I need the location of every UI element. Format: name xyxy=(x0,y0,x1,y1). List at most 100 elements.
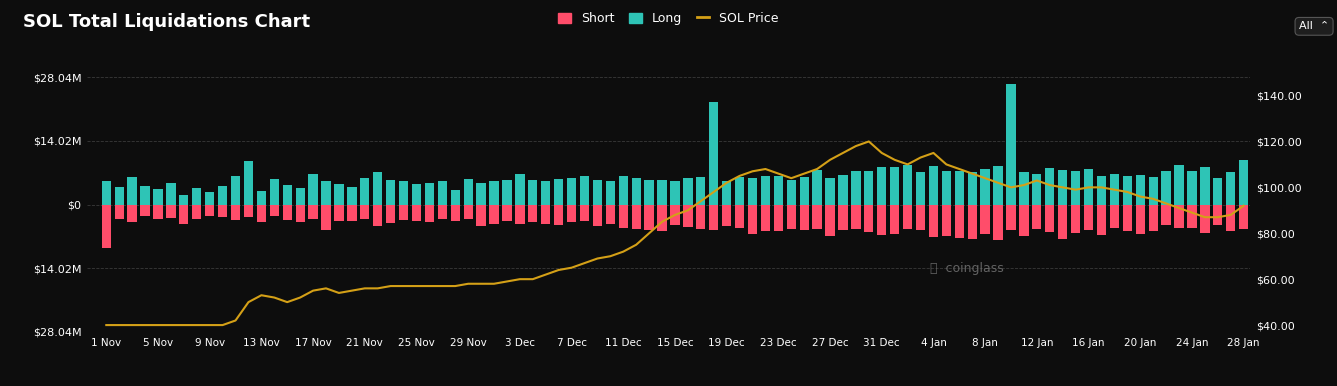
Bar xyxy=(1058,170,1067,205)
Bar xyxy=(825,178,834,205)
Bar xyxy=(1148,205,1158,231)
Bar xyxy=(800,177,809,205)
Bar xyxy=(515,174,524,205)
Bar xyxy=(670,205,679,225)
Bar xyxy=(360,178,369,205)
Bar xyxy=(282,185,291,205)
Bar xyxy=(838,175,848,205)
Bar xyxy=(334,184,344,205)
Bar xyxy=(115,187,124,205)
Bar xyxy=(1174,165,1183,205)
Bar xyxy=(295,188,305,205)
Bar xyxy=(282,205,291,220)
Bar xyxy=(348,205,357,222)
Bar xyxy=(592,180,602,205)
Bar xyxy=(1058,205,1067,239)
Bar xyxy=(697,205,706,229)
Bar xyxy=(902,205,912,229)
Bar xyxy=(1019,205,1028,236)
Bar xyxy=(309,174,318,205)
Bar xyxy=(786,179,796,205)
Bar xyxy=(218,205,227,217)
Bar xyxy=(592,205,602,226)
Bar xyxy=(683,178,693,205)
Bar xyxy=(993,166,1003,205)
Bar xyxy=(980,169,989,205)
Bar xyxy=(231,176,241,205)
Bar xyxy=(140,186,150,205)
Bar xyxy=(761,176,770,205)
Bar xyxy=(193,205,202,218)
Bar xyxy=(774,176,783,205)
Bar xyxy=(1096,205,1106,235)
Bar xyxy=(205,205,214,216)
Bar xyxy=(451,205,460,221)
Bar xyxy=(1019,172,1028,205)
Bar xyxy=(955,205,964,238)
Bar xyxy=(398,181,408,205)
Bar xyxy=(968,172,977,205)
Bar xyxy=(373,172,382,205)
Bar xyxy=(1032,205,1042,229)
Bar xyxy=(154,205,163,218)
Bar xyxy=(451,190,460,205)
Bar xyxy=(140,205,150,217)
Bar xyxy=(980,205,989,234)
Bar xyxy=(890,167,900,205)
Bar xyxy=(852,171,861,205)
Bar xyxy=(489,181,499,205)
Bar xyxy=(670,181,679,205)
Bar xyxy=(554,205,563,225)
Bar xyxy=(1046,205,1055,232)
Bar xyxy=(993,205,1003,240)
Bar xyxy=(968,205,977,239)
Bar xyxy=(489,205,499,223)
Bar xyxy=(941,171,951,205)
Bar xyxy=(154,189,163,205)
Bar xyxy=(902,164,912,205)
Bar xyxy=(606,181,615,205)
Bar xyxy=(412,205,421,221)
Bar xyxy=(205,192,214,205)
Bar xyxy=(1071,205,1080,233)
Bar xyxy=(722,181,731,205)
Bar xyxy=(127,205,136,222)
Bar xyxy=(567,178,576,205)
Bar xyxy=(102,205,111,248)
Bar xyxy=(709,205,718,230)
Bar xyxy=(916,205,925,230)
Bar xyxy=(658,180,667,205)
Bar xyxy=(1213,205,1222,225)
Bar xyxy=(102,181,111,205)
Bar xyxy=(1201,205,1210,233)
Bar xyxy=(813,205,822,229)
Bar xyxy=(1007,205,1016,230)
Bar xyxy=(619,205,628,228)
Bar xyxy=(631,178,640,205)
Bar xyxy=(580,205,590,222)
Bar xyxy=(1007,84,1016,205)
Bar xyxy=(218,186,227,205)
Bar xyxy=(877,167,886,205)
Bar xyxy=(309,205,318,219)
Bar xyxy=(735,177,745,205)
Bar xyxy=(554,179,563,205)
Bar xyxy=(567,205,576,222)
Bar xyxy=(955,171,964,205)
Bar xyxy=(825,205,834,236)
Bar xyxy=(166,183,175,205)
Bar xyxy=(464,179,473,205)
Bar xyxy=(864,205,873,232)
Bar xyxy=(321,181,330,205)
Bar xyxy=(683,205,693,227)
Text: All  ⌃: All ⌃ xyxy=(1300,21,1329,31)
Bar xyxy=(243,161,253,205)
Bar xyxy=(476,183,485,205)
Text: SOL Total Liquidations Chart: SOL Total Liquidations Chart xyxy=(23,14,310,31)
Bar xyxy=(890,205,900,234)
Bar xyxy=(437,181,447,205)
Bar xyxy=(464,205,473,218)
Bar xyxy=(115,205,124,219)
Bar xyxy=(398,205,408,220)
Bar xyxy=(1046,168,1055,205)
